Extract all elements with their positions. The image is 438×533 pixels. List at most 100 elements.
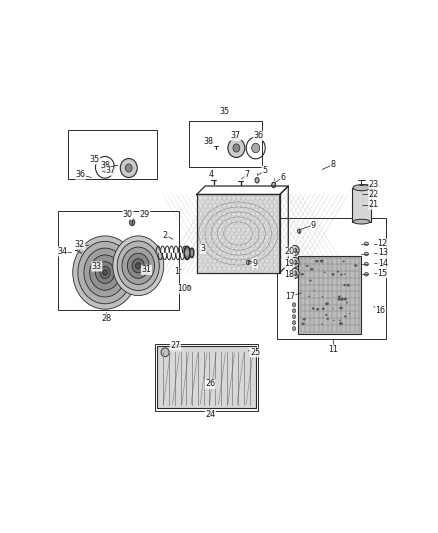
Ellipse shape bbox=[292, 314, 296, 319]
Bar bbox=[197, 195, 280, 272]
Text: 37: 37 bbox=[231, 131, 241, 140]
Ellipse shape bbox=[310, 268, 314, 271]
Text: 11: 11 bbox=[328, 345, 338, 354]
Text: 6: 6 bbox=[280, 173, 286, 182]
Ellipse shape bbox=[326, 318, 329, 320]
Ellipse shape bbox=[228, 139, 245, 157]
Ellipse shape bbox=[292, 309, 296, 313]
Text: 34: 34 bbox=[57, 247, 67, 256]
Text: 14: 14 bbox=[378, 259, 388, 268]
Ellipse shape bbox=[324, 271, 325, 273]
Text: 9: 9 bbox=[311, 221, 316, 230]
Ellipse shape bbox=[353, 219, 370, 224]
Ellipse shape bbox=[292, 327, 296, 330]
Ellipse shape bbox=[308, 296, 310, 297]
Ellipse shape bbox=[303, 318, 306, 320]
Bar bbox=[155, 344, 258, 411]
Bar bbox=[68, 130, 157, 179]
Text: 23: 23 bbox=[369, 180, 379, 189]
Text: 24: 24 bbox=[205, 410, 215, 419]
Ellipse shape bbox=[291, 257, 299, 268]
Ellipse shape bbox=[90, 255, 120, 290]
Text: 36: 36 bbox=[254, 131, 263, 140]
Ellipse shape bbox=[130, 219, 135, 225]
Text: 19: 19 bbox=[284, 259, 294, 268]
Ellipse shape bbox=[333, 320, 335, 321]
Ellipse shape bbox=[187, 285, 191, 290]
Ellipse shape bbox=[339, 320, 341, 321]
Text: 30: 30 bbox=[123, 211, 133, 220]
Ellipse shape bbox=[100, 266, 110, 279]
Ellipse shape bbox=[117, 241, 159, 290]
Text: 26: 26 bbox=[205, 379, 215, 389]
Text: 15: 15 bbox=[378, 269, 388, 278]
Text: 25: 25 bbox=[250, 348, 260, 357]
Ellipse shape bbox=[338, 297, 341, 301]
Bar bbox=[157, 345, 256, 408]
Text: 1: 1 bbox=[174, 266, 179, 276]
Ellipse shape bbox=[364, 252, 368, 256]
Ellipse shape bbox=[132, 259, 145, 273]
Ellipse shape bbox=[312, 308, 314, 310]
Text: 21: 21 bbox=[369, 200, 379, 209]
Text: 36: 36 bbox=[75, 171, 85, 179]
Ellipse shape bbox=[297, 229, 301, 233]
Ellipse shape bbox=[190, 248, 194, 257]
Ellipse shape bbox=[78, 241, 132, 304]
Ellipse shape bbox=[344, 273, 345, 275]
Ellipse shape bbox=[84, 248, 126, 297]
Text: 22: 22 bbox=[369, 190, 379, 199]
Ellipse shape bbox=[315, 260, 318, 263]
Ellipse shape bbox=[113, 236, 164, 296]
Ellipse shape bbox=[255, 177, 259, 183]
Ellipse shape bbox=[125, 164, 132, 172]
Ellipse shape bbox=[364, 242, 368, 245]
Ellipse shape bbox=[314, 290, 315, 292]
Text: 29: 29 bbox=[140, 209, 150, 219]
Ellipse shape bbox=[332, 273, 335, 276]
Ellipse shape bbox=[364, 272, 368, 276]
Ellipse shape bbox=[122, 247, 155, 285]
Ellipse shape bbox=[338, 295, 341, 298]
Text: 12: 12 bbox=[378, 239, 388, 248]
Ellipse shape bbox=[301, 273, 304, 276]
Ellipse shape bbox=[301, 322, 305, 325]
Ellipse shape bbox=[73, 236, 137, 309]
Ellipse shape bbox=[337, 271, 339, 273]
Ellipse shape bbox=[102, 270, 107, 275]
Ellipse shape bbox=[293, 248, 297, 253]
Ellipse shape bbox=[341, 297, 343, 299]
Text: 33: 33 bbox=[92, 262, 102, 271]
Text: 16: 16 bbox=[376, 306, 385, 315]
Ellipse shape bbox=[321, 308, 325, 310]
Bar bbox=[157, 345, 256, 408]
Bar bbox=[298, 256, 361, 334]
Text: 2: 2 bbox=[163, 231, 168, 240]
Text: 17: 17 bbox=[285, 292, 295, 301]
Bar bbox=[298, 256, 361, 334]
Ellipse shape bbox=[321, 324, 323, 325]
Text: 20: 20 bbox=[284, 247, 294, 256]
Ellipse shape bbox=[120, 158, 137, 177]
Ellipse shape bbox=[344, 316, 347, 318]
Ellipse shape bbox=[135, 263, 141, 269]
Text: 7: 7 bbox=[245, 171, 250, 179]
Text: 10: 10 bbox=[177, 284, 187, 293]
Bar bbox=[189, 121, 262, 167]
Text: 4: 4 bbox=[209, 171, 214, 179]
Text: 9: 9 bbox=[252, 259, 258, 268]
Text: 3: 3 bbox=[200, 244, 205, 253]
Ellipse shape bbox=[293, 271, 297, 276]
Ellipse shape bbox=[186, 250, 188, 256]
Text: 27: 27 bbox=[170, 341, 180, 350]
Text: 35: 35 bbox=[90, 155, 100, 164]
Text: 35: 35 bbox=[219, 107, 230, 116]
Text: 13: 13 bbox=[378, 248, 388, 257]
Ellipse shape bbox=[291, 268, 299, 278]
Text: 28: 28 bbox=[101, 314, 111, 323]
Ellipse shape bbox=[291, 245, 299, 256]
Ellipse shape bbox=[293, 260, 297, 264]
Ellipse shape bbox=[251, 143, 260, 153]
Ellipse shape bbox=[95, 262, 114, 284]
Ellipse shape bbox=[343, 261, 345, 262]
